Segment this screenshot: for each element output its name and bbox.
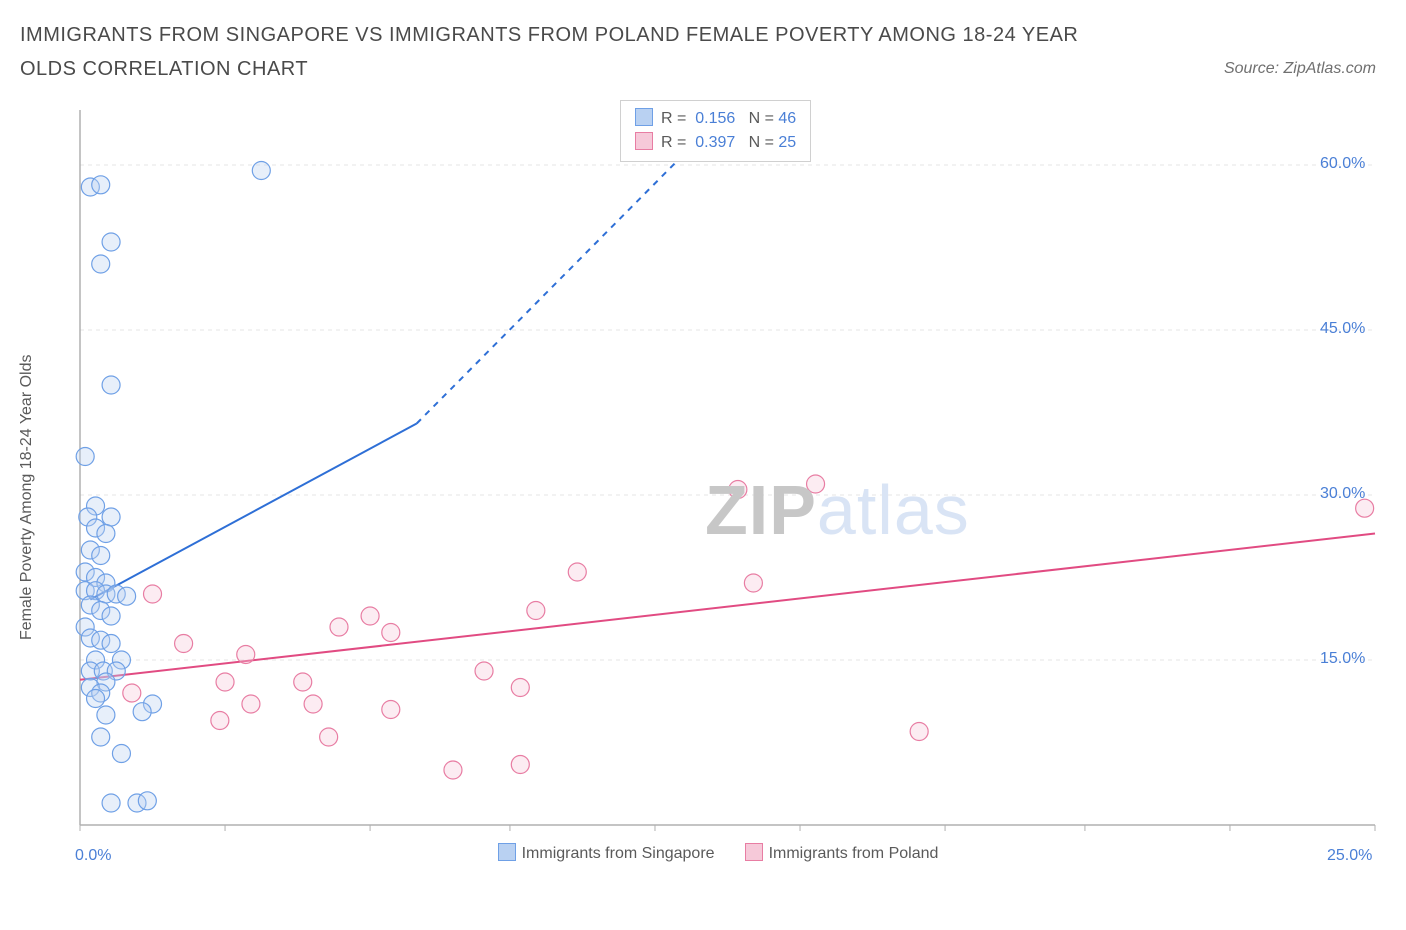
stats-swatch xyxy=(635,132,653,150)
stats-swatch xyxy=(635,108,653,126)
stats-box: R = 0.156 N = 46R = 0.397 N = 25 xyxy=(620,100,811,162)
stats-n: 46 xyxy=(778,110,796,127)
legend-swatch xyxy=(498,843,516,861)
stats-r: 0.397 xyxy=(695,134,735,151)
y-tick-label: 15.0% xyxy=(1320,650,1365,668)
legend-bottom: Immigrants from Singapore Immigrants from… xyxy=(0,843,1406,925)
y-tick-label: 45.0% xyxy=(1320,320,1365,338)
stats-row: R = 0.397 N = 25 xyxy=(635,131,796,155)
stats-r: 0.156 xyxy=(695,110,735,127)
y-tick-label: 30.0% xyxy=(1320,485,1365,503)
legend-label: Immigrants from Singapore xyxy=(522,845,715,862)
stats-n: 25 xyxy=(778,134,796,151)
y-axis-label: Female Poverty Among 18-24 Year Olds xyxy=(18,355,36,641)
scatter-plot-svg xyxy=(65,100,1380,840)
stats-row: R = 0.156 N = 46 xyxy=(635,107,796,131)
legend-swatch xyxy=(745,843,763,861)
source-citation: Source: ZipAtlas.com xyxy=(1224,60,1376,78)
chart-area: R = 0.156 N = 46R = 0.397 N = 25 ZIPatla… xyxy=(65,100,1380,840)
y-tick-label: 60.0% xyxy=(1320,155,1365,173)
chart-title: IMMIGRANTS FROM SINGAPORE VS IMMIGRANTS … xyxy=(20,18,1120,86)
legend-label: Immigrants from Poland xyxy=(769,845,939,862)
